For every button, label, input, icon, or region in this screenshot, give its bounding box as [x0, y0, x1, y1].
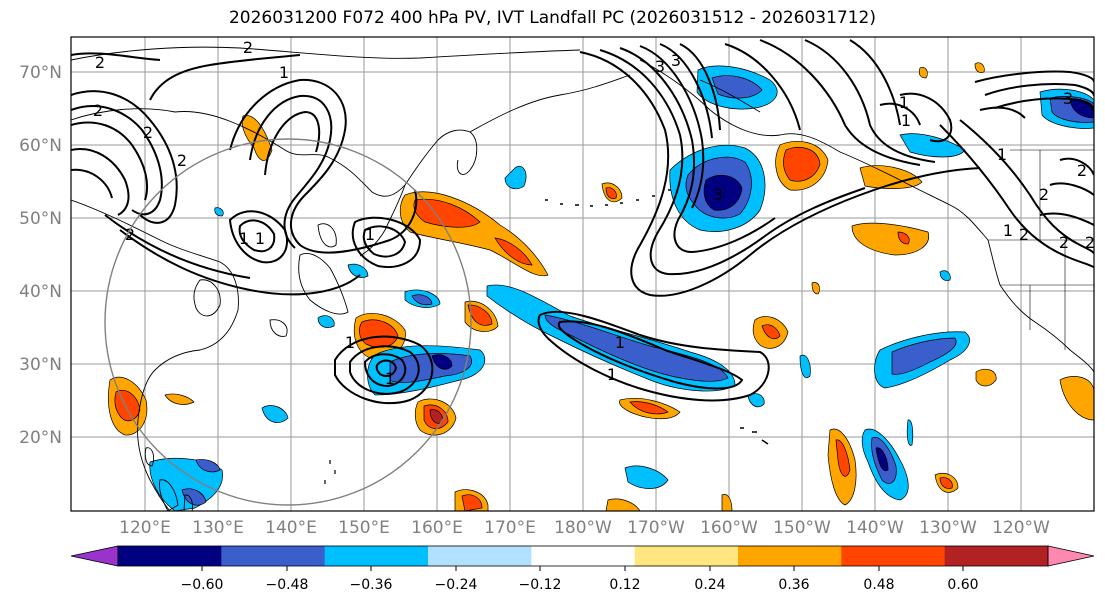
lon-label: 150°W	[773, 518, 831, 538]
colorbar-segment	[531, 546, 636, 566]
colorbar-tick-label: 0.24	[694, 577, 725, 593]
contour-label: 2	[125, 225, 135, 244]
contour-label: 2	[177, 151, 187, 170]
colorbar-tick-label: 0.36	[778, 577, 809, 593]
contour-label: 2	[95, 53, 105, 72]
lon-label: 140°W	[846, 518, 904, 538]
contour-label: 1	[997, 145, 1007, 164]
colorbar-tick-label: 0.12	[609, 577, 640, 593]
colorbar-extend-max	[1047, 545, 1095, 567]
contour-label: 3	[671, 51, 681, 70]
contour-labels: 2 2 2 2 2 2 2 2 1 1 1 1 1 1 1 2 2 2 1 1 …	[93, 38, 1095, 388]
lon-label: 150°E	[338, 518, 390, 538]
map-content: 2 2 2 2 2 2 2 2 1 1 1 1 1 1 1 2 2 2 1 1 …	[71, 37, 1095, 511]
contour-label: 1	[279, 63, 289, 82]
lon-label: 130°E	[192, 518, 244, 538]
map-title: 2026031200 F072 400 hPa PV, IVT Landfall…	[228, 8, 876, 28]
contour-label: 1	[365, 225, 375, 244]
contour-label: 2	[1077, 161, 1087, 180]
contour-label: 2	[1039, 185, 1049, 204]
colorbar-segment	[738, 546, 842, 566]
lat-label: 50°N	[19, 209, 62, 229]
map-frame	[70, 36, 1095, 512]
lat-label: 40°N	[19, 282, 62, 302]
contour-label: 1	[901, 111, 911, 130]
colorbar-tick-label: 0.60	[947, 577, 978, 593]
contour-label: 1	[615, 333, 625, 352]
colorbar-tick-labels: −0.60 −0.48 −0.36 −0.24 −0.12 0.12 0.24 …	[181, 577, 979, 593]
contour-label: 3	[1063, 89, 1073, 108]
colorbar-extend-min	[70, 545, 119, 567]
colorbar-frame	[117, 545, 1049, 567]
lat-label: 20°N	[19, 428, 62, 448]
contour-label: 1	[239, 229, 249, 248]
contour-label: 1	[607, 365, 617, 384]
landfall-radius-circle	[104, 138, 472, 506]
colorbar: −0.60 −0.48 −0.36 −0.24 −0.12 0.12 0.24 …	[70, 545, 1095, 593]
colorbar-segment	[634, 546, 739, 566]
colorbar-segment	[221, 546, 326, 566]
lat-label: 60°N	[19, 136, 62, 156]
lat-label: 30°N	[19, 355, 62, 375]
colorbar-ticks	[201, 566, 964, 571]
colorbar-tick-label: −0.48	[266, 577, 309, 593]
contour-label: 3	[655, 57, 665, 76]
latitude-labels: 70°N 60°N 50°N 40°N 30°N 20°N	[19, 63, 62, 448]
contour-label: 1	[385, 369, 395, 388]
colorbar-tick-label: −0.24	[435, 577, 478, 593]
lon-label: 120°W	[992, 518, 1050, 538]
contour-label: 2	[93, 101, 103, 120]
contour-label: 1	[1003, 221, 1013, 240]
contour-label: 2	[1019, 225, 1029, 244]
contour-label: 1	[255, 229, 265, 248]
colorbar-segment	[428, 546, 532, 566]
lon-label: 160°E	[411, 518, 463, 538]
lon-label: 170°W	[627, 518, 685, 538]
lon-label: 140°E	[265, 518, 317, 538]
lat-label: 70°N	[19, 63, 62, 83]
contour-label: 3	[713, 185, 723, 204]
longitude-labels: 120°E 130°E 140°E 150°E 160°E 170°E 180°…	[119, 518, 1050, 538]
lon-label: 120°E	[119, 518, 171, 538]
colorbar-tick-label: −0.12	[519, 577, 562, 593]
contour-label: 2	[1085, 233, 1095, 252]
lon-label: 130°W	[919, 518, 977, 538]
colorbar-tick-label: −0.60	[181, 577, 224, 593]
colorbar-segment	[841, 546, 946, 566]
contour-label: 2	[243, 38, 253, 57]
colorbar-segment	[118, 546, 222, 566]
colorbar-tick-label: 0.48	[863, 577, 894, 593]
contour-label: 1	[899, 93, 909, 112]
colorbar-tick-label: −0.36	[350, 577, 393, 593]
contour-label: 2	[143, 123, 153, 142]
contour-label: 2	[1059, 233, 1069, 252]
colorbar-segment	[324, 546, 429, 566]
colorbar-segments	[118, 546, 1049, 566]
contour-label: 1	[345, 333, 355, 352]
lon-label: 180°W	[554, 518, 612, 538]
colorbar-segment	[944, 546, 1049, 566]
lon-label: 170°E	[484, 518, 536, 538]
pc-contours	[71, 39, 1094, 405]
lon-label: 160°W	[700, 518, 758, 538]
